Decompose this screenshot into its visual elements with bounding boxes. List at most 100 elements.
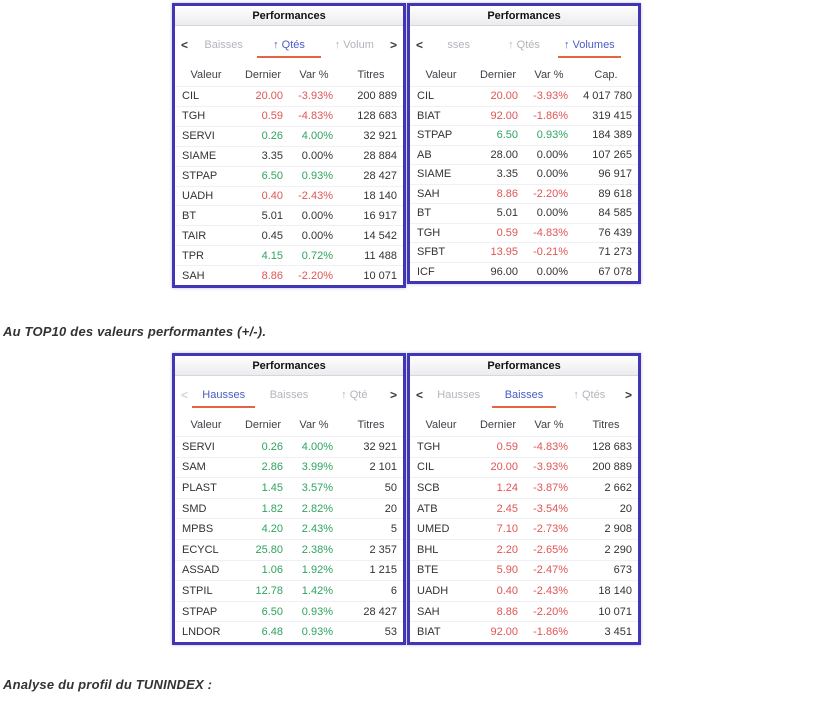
cell-valeur: SERVI (182, 130, 215, 143)
cell-var: 1.42% (301, 584, 333, 597)
table-row-lndor[interactable]: LNDOR 6.48 0.93% 53 (175, 621, 403, 642)
cell-var: -1.86% (533, 626, 568, 639)
chevron-left-icon[interactable]: < (180, 387, 188, 402)
chevron-right-icon[interactable]: > (389, 387, 397, 402)
tab-qt-s[interactable]: ↑ Qtés (573, 388, 606, 401)
cell-valeur: TGH (417, 226, 441, 239)
cell-dernier: 1.45 (261, 481, 283, 494)
table-row-icf[interactable]: ICF 96.00 0.00% 67 078 (410, 261, 638, 282)
chevron-left-icon[interactable]: < (415, 387, 423, 402)
cell-valeur: SAH (182, 269, 205, 282)
table-row-ecycl[interactable]: ECYCL 25.80 2.38% 2 357 (175, 538, 403, 560)
cell-dernier: 3.35 (261, 150, 283, 163)
cell-qty: 2 101 (369, 461, 397, 474)
table-row-sah[interactable]: SAH 8.86 -2.20% 10 071 (410, 600, 638, 622)
tab-sses[interactable]: sses (447, 38, 470, 51)
table-row-stpap[interactable]: STPAP 6.50 0.93% 184 389 (410, 125, 638, 145)
table-row-siame[interactable]: SIAME 3.35 0.00% 96 917 (410, 164, 638, 184)
table-row-tpr[interactable]: TPR 4.15 0.72% 11 488 (175, 245, 403, 265)
table-row-ab[interactable]: AB 28.00 0.00% 107 265 (410, 144, 638, 165)
column-header: Var % (534, 418, 564, 431)
cell-var: 2.43% (301, 523, 333, 536)
table-row-sah[interactable]: SAH 8.86 -2.20% 10 071 (175, 265, 403, 285)
cell-dernier: 6.50 (261, 605, 283, 618)
column-header: Var % (534, 68, 564, 81)
performances-panel-hausses: Performances < Hausses Baisses ↑ Qté > Val… (172, 353, 406, 645)
table-row-cil[interactable]: CIL 20.00 -3.93% 4 017 780 (410, 86, 638, 106)
table-row-stpap[interactable]: STPAP 6.50 0.93% 28 427 (175, 600, 403, 622)
chevron-right-icon[interactable]: > (389, 37, 397, 52)
tab-qt-s[interactable]: ↑ Qtés (256, 26, 321, 63)
table-row-stpil[interactable]: STPIL 12.78 1.42% 6 (175, 580, 403, 601)
table-row-servi[interactable]: SERVI 0.26 4.00% 32 921 (175, 436, 403, 457)
table-row-bt[interactable]: BT 5.01 0.00% 16 917 (175, 205, 403, 225)
table-row-sfbt[interactable]: SFBT 13.95 -0.21% 71 273 (410, 242, 638, 262)
chevron-left-icon[interactable]: < (180, 37, 188, 52)
cell-var: -4.83% (298, 110, 333, 123)
cell-var: -2.43% (298, 189, 333, 202)
cell-var: 2.82% (301, 502, 333, 515)
cell-var: 0.00% (536, 207, 568, 220)
chevron-left-icon[interactable]: < (415, 37, 423, 52)
tab-baisses[interactable]: Baisses (491, 376, 556, 413)
table-row-scb[interactable]: SCB 1.24 -3.87% 2 662 (410, 477, 638, 498)
table-row-plast[interactable]: PLAST 1.45 3.57% 50 (175, 477, 403, 498)
tab-hausses[interactable]: Hausses (191, 376, 256, 413)
cell-var: 0.00% (536, 168, 568, 181)
table-row-bt[interactable]: BT 5.01 0.00% 84 585 (410, 203, 638, 223)
cell-var: 0.00% (301, 229, 333, 242)
table-row-smd[interactable]: SMD 1.82 2.82% 20 (175, 497, 403, 519)
cell-dernier: 0.26 (261, 440, 283, 453)
column-header: Dernier (479, 68, 517, 81)
cell-valeur: ATB (417, 502, 438, 515)
cell-valeur: BT (182, 209, 197, 222)
cell-valeur: BT (417, 207, 432, 220)
cell-qty: 18 140 (363, 189, 397, 202)
tab-qt[interactable]: ↑ Qté (341, 388, 368, 401)
table-row-sam[interactable]: SAM 2.86 3.99% 2 101 (175, 456, 403, 478)
table-row-stpap[interactable]: STPAP 6.50 0.93% 28 427 (175, 165, 403, 186)
table-row-atb[interactable]: ATB 2.45 -3.54% 20 (410, 497, 638, 519)
tab-baisses[interactable]: Baisses (204, 38, 243, 51)
cell-dernier: 1.06 (261, 564, 283, 577)
tab-list: Hausses Baisses ↑ Qté (191, 376, 387, 413)
table-row-bte[interactable]: BTE 5.90 -2.47% 673 (410, 559, 638, 581)
table-row-bhl[interactable]: BHL 2.20 -2.65% 2 290 (410, 538, 638, 560)
cell-qty: 6 (390, 584, 397, 597)
chevron-right-icon[interactable]: > (624, 387, 632, 402)
table-row-tgh[interactable]: TGH 0.59 -4.83% 128 683 (175, 105, 403, 126)
table-row-biat[interactable]: BIAT 92.00 -1.86% 3 451 (410, 621, 638, 642)
table-row-cil[interactable]: CIL 20.00 -3.93% 200 889 (175, 86, 403, 106)
table-row-uadh[interactable]: UADH 0.40 -2.43% 18 140 (410, 580, 638, 601)
cell-valeur: TPR (182, 249, 204, 262)
cell-valeur: UMED (417, 523, 450, 536)
table-row-cil[interactable]: CIL 20.00 -3.93% 200 889 (410, 456, 638, 478)
table-row-tgh[interactable]: TGH 0.59 -4.83% 128 683 (410, 436, 638, 457)
tab-volum[interactable]: ↑ Volum (334, 38, 374, 51)
tab-volumes[interactable]: ↑ Volumes (557, 26, 622, 63)
cell-valeur: SMD (182, 502, 207, 515)
cell-valeur: UADH (417, 584, 449, 597)
cell-var: 0.93% (301, 605, 333, 618)
tab-hausses[interactable]: Hausses (437, 388, 481, 401)
cell-var: -4.83% (533, 226, 568, 239)
table-row-tair[interactable]: TAIR 0.45 0.00% 14 542 (175, 225, 403, 245)
cell-qty: 128 683 (357, 110, 397, 123)
cell-valeur: BIAT (417, 626, 441, 639)
cell-var: 4.00% (301, 130, 333, 143)
table-row-tgh[interactable]: TGH 0.59 -4.83% 76 439 (410, 222, 638, 243)
tab-qt-s[interactable]: ↑ Qtés (508, 38, 540, 51)
caption-analyse: Analyse du profil du TUNINDEX : (3, 677, 213, 692)
caption-top10: Au TOP10 des valeurs performantes (+/-). (3, 324, 267, 339)
table-row-uadh[interactable]: UADH 0.40 -2.43% 18 140 (175, 185, 403, 206)
table-row-umed[interactable]: UMED 7.10 -2.73% 2 908 (410, 518, 638, 539)
table-row-mpbs[interactable]: MPBS 4.20 2.43% 5 (175, 518, 403, 539)
table-row-sah[interactable]: SAH 8.86 -2.20% 89 618 (410, 183, 638, 204)
table-row-assad[interactable]: ASSAD 1.06 1.92% 1 215 (175, 559, 403, 581)
cell-valeur: SFBT (417, 246, 446, 259)
table-row-biat[interactable]: BIAT 92.00 -1.86% 319 415 (410, 105, 638, 126)
table-row-servi[interactable]: SERVI 0.26 4.00% 32 921 (175, 125, 403, 146)
tabs-bar: < Hausses Baisses ↑ Qté > (175, 376, 403, 413)
table-row-siame[interactable]: SIAME 3.35 0.00% 28 884 (175, 145, 403, 166)
tab-baisses[interactable]: Baisses (269, 388, 309, 401)
